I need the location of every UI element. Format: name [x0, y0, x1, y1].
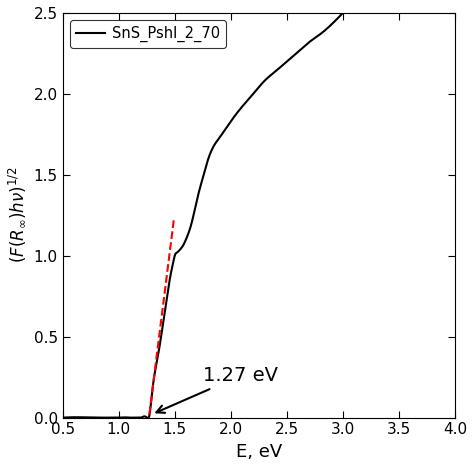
Legend: SnS_Pshl_2_70: SnS_Pshl_2_70	[70, 20, 226, 48]
Y-axis label: $(F(R_{\infty})h\nu)^{1/2}$: $(F(R_{\infty})h\nu)^{1/2}$	[7, 167, 28, 263]
SnS_Pshl_2_70	[60, 415, 65, 420]
X-axis label: E, eV: E, eV	[236, 443, 282, 461]
SnS_Pshl_2_70	[167, 275, 173, 280]
Line: SnS_Pshl_2_70: SnS_Pshl_2_70	[63, 13, 343, 417]
SnS_Pshl_2_70	[109, 415, 114, 420]
SnS_Pshl_2_70	[340, 10, 346, 16]
Text: 1.27 eV: 1.27 eV	[156, 366, 278, 413]
SnS_Pshl_2_70	[91, 415, 97, 420]
SnS_Pshl_2_70	[335, 16, 340, 22]
SnS_Pshl_2_70	[179, 244, 185, 249]
SnS_Pshl_2_70	[304, 41, 310, 46]
